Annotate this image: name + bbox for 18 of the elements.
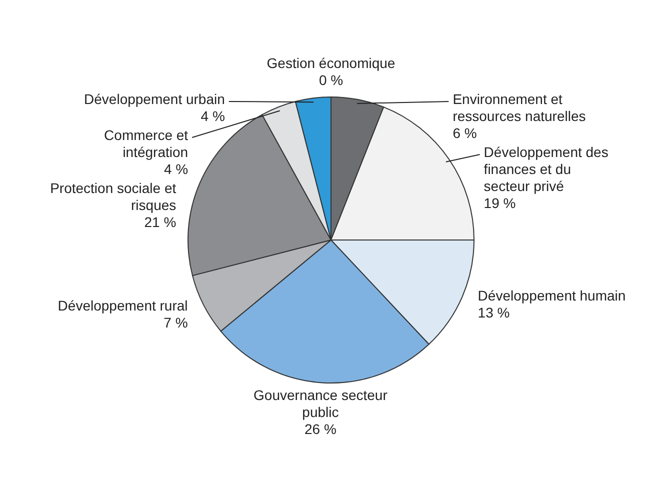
slice-label: Développement humain xyxy=(478,288,626,304)
slice-label: Développement des finances et du secteur privé xyxy=(484,144,608,194)
data-label: 13 % xyxy=(478,304,510,321)
data-label: 19 % xyxy=(484,195,516,211)
slice-label: Environnement et ressources naturelles xyxy=(452,91,586,124)
slice-label: Gouvernance secteur public xyxy=(254,387,388,420)
slice-label: Protection sociale et risques xyxy=(50,180,176,213)
slice-label: Commerce et intégration xyxy=(104,127,188,160)
data-label: 4 % xyxy=(200,108,225,124)
text: 0 % xyxy=(318,72,344,88)
slice-label: Développement urbain xyxy=(84,91,225,107)
data-label: 26 % xyxy=(304,421,336,437)
category-label: Gestion économique xyxy=(266,55,396,71)
slice-label: Développement rural xyxy=(58,297,188,314)
data-label: 7 % xyxy=(164,314,188,330)
data-label: 6 % xyxy=(452,125,477,141)
data-label: 21 % xyxy=(144,214,176,230)
data-label: 4 % xyxy=(164,161,188,177)
